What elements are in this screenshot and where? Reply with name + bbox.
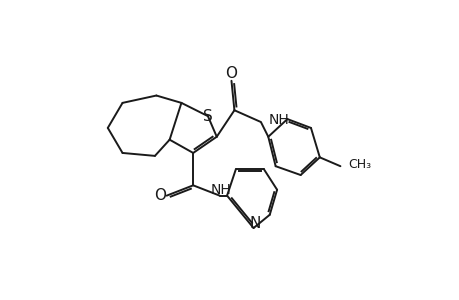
- Text: NH: NH: [210, 183, 231, 197]
- Text: O: O: [225, 66, 237, 81]
- Text: S: S: [202, 109, 213, 124]
- Text: O: O: [154, 188, 166, 203]
- Text: CH₃: CH₃: [348, 158, 371, 171]
- Text: N: N: [249, 216, 260, 231]
- Text: NH: NH: [268, 113, 288, 127]
